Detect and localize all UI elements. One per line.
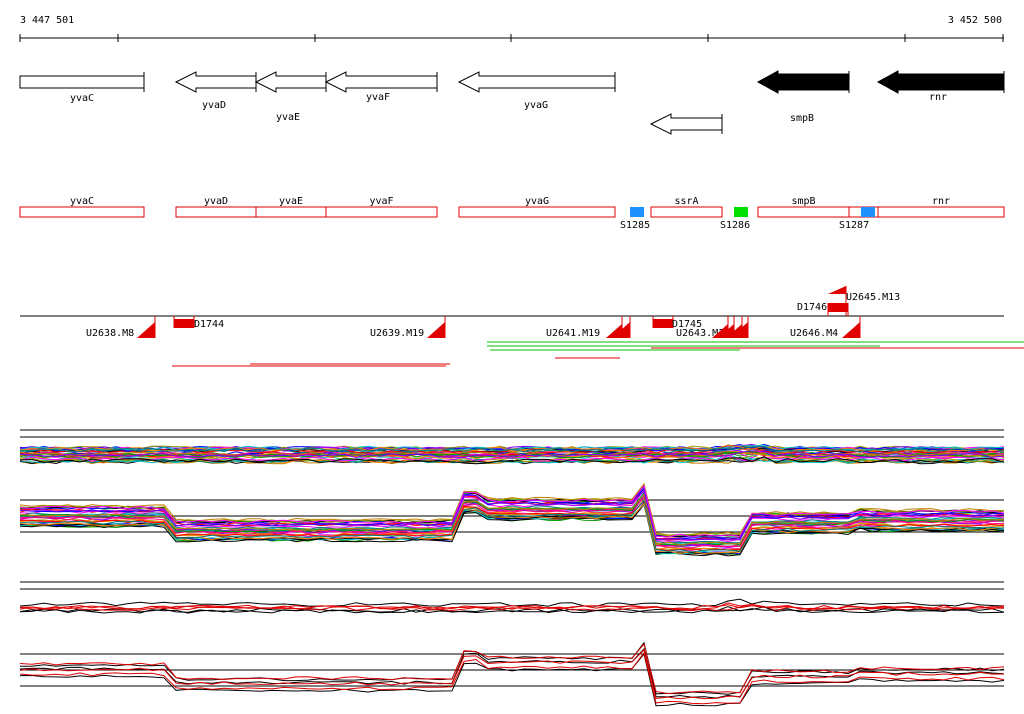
- segment-marker: [427, 322, 445, 338]
- gene-label: yvaF: [366, 92, 390, 103]
- downshift-label: D1744: [194, 319, 224, 330]
- profile-line-lower: [19, 499, 1005, 553]
- transcript-box: [877, 206, 1005, 218]
- profile-line-upper: [19, 451, 1005, 458]
- downshift-label: D1746: [797, 302, 827, 313]
- profile-line-upper: [19, 603, 1005, 612]
- segment-label: U2638.M8: [86, 328, 134, 339]
- segment-label: U2639.M19: [370, 328, 424, 339]
- gene-label: yvaC: [70, 93, 94, 104]
- gene-arrow: [876, 70, 1005, 94]
- gene-label: smpB: [790, 113, 814, 124]
- transcript-label: smpB: [791, 196, 815, 207]
- downshift-block: [174, 319, 194, 328]
- profile-line-upper: [20, 446, 1005, 453]
- gene-label: rnr: [929, 92, 947, 103]
- profile-line-lower: [19, 484, 1005, 538]
- profile-line-lower: [19, 503, 1005, 557]
- gene-label: yvaE: [276, 112, 300, 123]
- profile-line-lower: [19, 489, 1005, 543]
- site-track: S1285 S1286 S1287: [620, 207, 875, 231]
- axis-end-label: 3 452 500: [948, 15, 1002, 26]
- profile-line-upper: [19, 455, 1005, 462]
- site-label: S1286: [720, 220, 750, 231]
- downshift-block: [653, 319, 673, 328]
- transcript-box: [19, 206, 145, 218]
- segment-marker: [712, 324, 728, 338]
- site-marker: [734, 207, 748, 217]
- segment-label: U2645.M13: [846, 292, 900, 303]
- transcript-box: [175, 206, 257, 218]
- segment-label: U2643.M10: [676, 328, 730, 339]
- site-marker: [630, 207, 644, 217]
- transcript-label: yvaC: [70, 196, 94, 207]
- gene-arrow: [457, 71, 616, 93]
- profile-line-upper: [19, 450, 1005, 457]
- gene-arrow: [174, 71, 257, 93]
- gene-arrow: [324, 71, 438, 93]
- expression-profile-selected: [19, 581, 1005, 707]
- segment-label: U2646.M4: [790, 328, 838, 339]
- profile-line-lower: [19, 493, 1005, 546]
- profile-line-lower: [19, 492, 1005, 546]
- gene-label: yvaG: [524, 100, 548, 111]
- profile-line-upper: [19, 450, 1005, 459]
- expression-profile-all: [19, 429, 1005, 557]
- transcript-label: yvaG: [525, 196, 549, 207]
- transcript-box-track: yvaC yvaD yvaE yvaF yvaG ssrA smpB rnr: [19, 196, 1005, 218]
- transcript-box: [458, 206, 616, 218]
- site-marker: [861, 207, 875, 217]
- transcript-label: yvaF: [369, 196, 393, 207]
- transcript-label: yvaD: [204, 196, 228, 207]
- transcript-label: yvaE: [279, 196, 303, 207]
- downshift-label: D1745: [672, 319, 702, 330]
- segment-marker: [842, 322, 860, 338]
- downshift-block: [828, 303, 848, 312]
- transcript-box: [650, 206, 723, 218]
- transcript-box: [255, 206, 327, 218]
- gene-arrow: [649, 113, 723, 135]
- position-ruler: [19, 34, 1004, 42]
- segment-marker: [606, 324, 622, 338]
- segment-track: U2638.M8 U2639.M19 U2641.M19 U2643.M10 U2646…: [20, 286, 1024, 367]
- site-label: S1287: [839, 220, 869, 231]
- transcript-label: ssrA: [674, 196, 698, 207]
- site-label: S1285: [620, 220, 650, 231]
- profile-line-upper: [19, 444, 1005, 452]
- profile-line-lower: [19, 648, 1005, 700]
- gene-arrow: [756, 70, 850, 94]
- segment-label: U2641.M19: [546, 328, 600, 339]
- axis-start-label: 3 447 501: [20, 15, 74, 26]
- profile-line-upper: [19, 456, 1005, 464]
- profile-line-lower: [19, 642, 1005, 695]
- gene-label: yvaD: [202, 100, 226, 111]
- gene-track: yvaC yvaD yvaE yvaF yvaG smpB rnr: [19, 70, 1005, 135]
- profile-line-lower: [19, 651, 1005, 705]
- transcript-box: [325, 206, 438, 218]
- gene-arrow: [19, 75, 145, 89]
- segment-marker: [137, 322, 155, 338]
- transcript-label: rnr: [932, 196, 950, 207]
- profile-line-upper: [19, 604, 1005, 610]
- segment-marker: [828, 286, 846, 294]
- gene-arrow: [254, 71, 327, 93]
- profile-line-lower: [19, 490, 1005, 541]
- transcript-box: [757, 206, 850, 218]
- profile-line-upper: [19, 606, 1005, 614]
